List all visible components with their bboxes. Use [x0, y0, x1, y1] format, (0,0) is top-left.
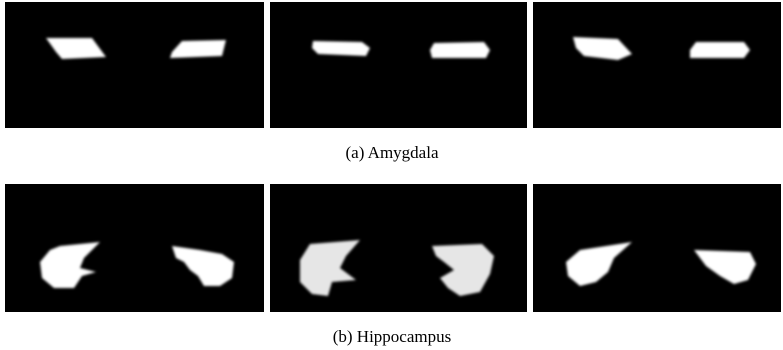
image-panel	[270, 2, 527, 128]
image-panel	[5, 2, 264, 128]
segmentation	[690, 42, 750, 58]
segmentation	[312, 41, 370, 56]
page: {"subfigures": [{"caption": "(a) Amygdal…	[0, 0, 783, 350]
caption: (a) Amygdala	[346, 143, 439, 162]
figure: (a) Amygdala (b) Hippocampus	[0, 0, 783, 350]
caption: (b) Hippocampus	[333, 327, 452, 346]
hippocampus-row	[5, 184, 781, 312]
amygdala-row	[5, 2, 781, 128]
image-panel	[533, 184, 781, 312]
image-panel	[5, 184, 264, 312]
image-panel	[533, 2, 781, 128]
segmentation	[430, 42, 490, 58]
